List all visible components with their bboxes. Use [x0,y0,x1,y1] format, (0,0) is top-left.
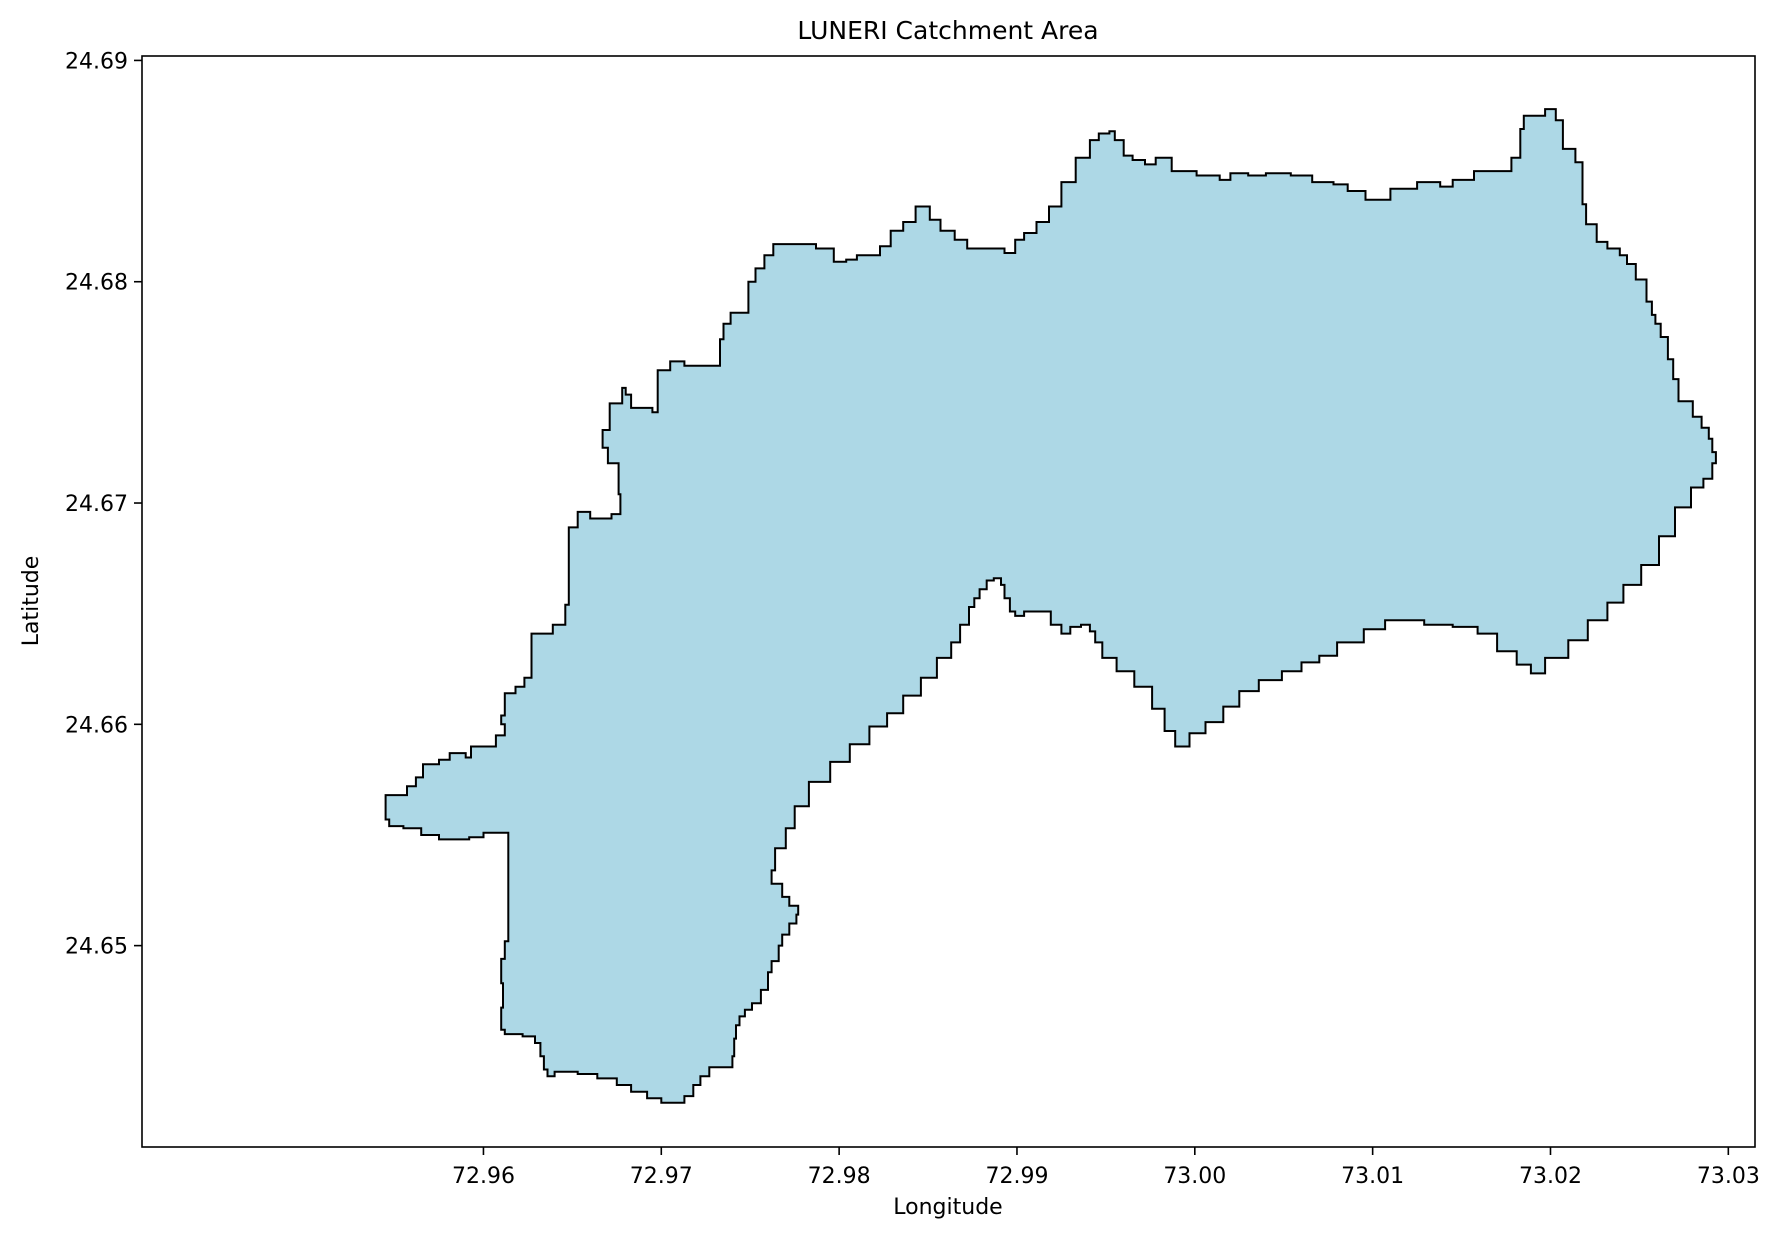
x-tick-label: 73.01 [1341,1164,1404,1189]
x-tick-label: 72.96 [452,1164,515,1189]
plot-area [141,55,1756,1148]
x-tick-label: 73.00 [1163,1164,1226,1189]
x-tick-label: 73.02 [1519,1164,1582,1189]
y-tick-label: 24.69 [65,49,128,74]
y-tick-label: 24.68 [65,271,128,296]
x-tick-label: 72.97 [630,1164,693,1189]
x-axis-label: Longitude [893,1195,1002,1220]
x-axis: 72.96 72.97 72.98 72.99 73.00 73.01 73.02 73.03 [452,1147,1760,1189]
y-tick-label: 24.66 [65,713,128,738]
y-tick-label: 24.67 [65,492,128,517]
x-tick-label: 72.98 [808,1164,871,1189]
x-tick-label: 73.03 [1697,1164,1760,1189]
y-tick-label: 24.65 [65,935,128,960]
y-axis: 24.65 24.66 24.67 24.68 24.69 [65,49,142,960]
y-axis-label: Latitude [19,556,44,647]
chart-title: LUNERI Catchment Area [797,16,1098,45]
catchment-area-polygon[interactable] [384,108,1717,1104]
x-tick-label: 72.99 [985,1164,1048,1189]
